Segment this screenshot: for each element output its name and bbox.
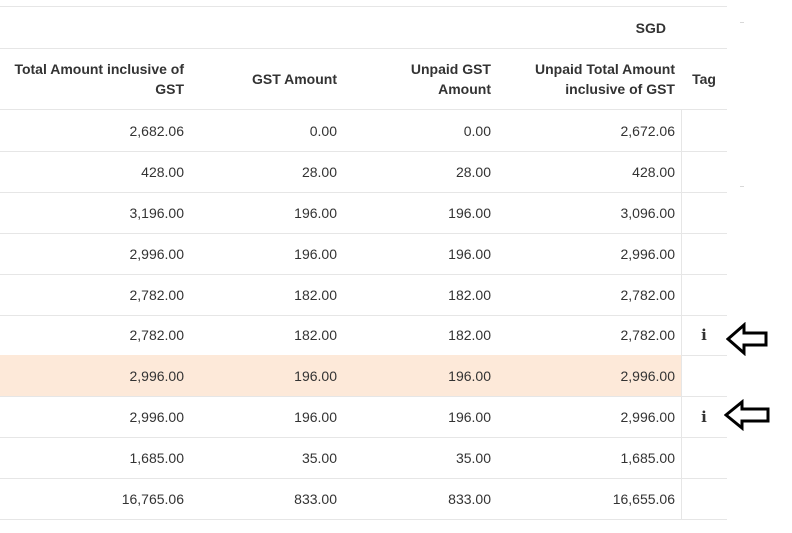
- gst-amount-cell: 196.00: [294, 408, 337, 425]
- table-row[interactable]: 3,196.00 196.00 196.00 3,096.00: [0, 192, 727, 234]
- tag-cell-row: [681, 355, 727, 397]
- unpaid-gst-cell: 196.00: [448, 245, 491, 262]
- table-row[interactable]: 2,682.06 0.00 0.00 2,672.06: [0, 110, 727, 152]
- info-icon[interactable]: i: [701, 407, 707, 426]
- unpaid-gst-cell: 28.00: [455, 163, 491, 180]
- unpaid-gst-cell: 196.00: [448, 204, 491, 221]
- unpaid-gst-cell: 196.00: [448, 367, 491, 384]
- unpaid-total-cell: 2,672.06: [620, 122, 676, 139]
- gst-amount-cell: 35.00: [301, 449, 337, 466]
- scroll-tick: [740, 186, 744, 187]
- total-amount-cell: 428.00: [141, 163, 184, 180]
- gst-amount-cell: 28.00: [301, 163, 337, 180]
- header-unpaid-gst-cell: Unpaid GST Amount: [337, 48, 491, 109]
- info-icon[interactable]: i: [701, 325, 707, 344]
- table-row[interactable]: 2,782.00 182.00 182.00 2,782.00: [0, 274, 727, 316]
- unpaid-total-cell: 1,685.00: [620, 449, 676, 466]
- unpaid-total-cell: 2,996.00: [620, 245, 676, 262]
- unpaid-total-cell: 2,782.00: [620, 326, 676, 343]
- unpaid-gst-cell: 35.00: [455, 449, 491, 466]
- header-unpaid-total-cell: Unpaid Total Amount inclusive of GST: [491, 48, 675, 109]
- unpaid-total-sum: 16,655.06: [612, 490, 675, 507]
- table-row-highlighted[interactable]: 2,996.00 196.00 196.00 2,996.00: [0, 355, 681, 397]
- unpaid-gst-cell: 196.00: [448, 408, 491, 425]
- unpaid-total-cell: 3,096.00: [620, 204, 676, 221]
- total-amount-cell: 3,196.00: [129, 204, 185, 221]
- totals-row: 16,765.06 833.00 833.00 16,655.06: [0, 478, 727, 520]
- unpaid-total-cell: 2,782.00: [620, 286, 676, 303]
- table-row[interactable]: 2,782.00 182.00 182.00 2,782.00 i: [0, 314, 727, 356]
- left-arrow-annotation: [726, 322, 768, 356]
- gst-amount-cell: 0.00: [309, 122, 337, 139]
- unpaid-gst-cell: 182.00: [448, 286, 491, 303]
- gst-amount-sum: 833.00: [294, 490, 337, 507]
- unpaid-total-cell: 2,996.00: [620, 408, 676, 425]
- header-total-amount: Total Amount inclusive of GST: [14, 60, 184, 97]
- currency-row: SGD: [0, 6, 727, 49]
- header-unpaid-total: Unpaid Total Amount inclusive of GST: [535, 60, 675, 97]
- total-amount-cell: 2,782.00: [129, 326, 185, 343]
- unpaid-total-cell: 428.00: [632, 163, 675, 180]
- header-unpaid-gst: Unpaid GST Amount: [410, 60, 491, 97]
- unpaid-gst-sum: 833.00: [448, 490, 491, 507]
- gst-amount-cell: 196.00: [294, 245, 337, 262]
- total-amount-cell: 2,682.06: [129, 122, 185, 139]
- tag-cell: i: [681, 314, 727, 355]
- scroll-tick: [740, 22, 744, 23]
- header-total-amount-cell: Total Amount inclusive of GST: [0, 48, 184, 109]
- unpaid-total-cell: 2,996.00: [620, 367, 676, 384]
- header-gst-amount-cell: GST Amount: [184, 48, 337, 109]
- left-arrow-annotation: [724, 399, 770, 431]
- total-amount-cell: 2,782.00: [129, 286, 185, 303]
- table-row[interactable]: 2,996.00 196.00 196.00 2,996.00: [0, 233, 727, 275]
- column-header-row: Total Amount inclusive of GST GST Amount…: [0, 48, 727, 110]
- header-gst-amount: GST Amount: [251, 70, 337, 87]
- table-row[interactable]: 428.00 28.00 28.00 428.00: [0, 151, 727, 193]
- table-row[interactable]: 2,996.00 196.00 196.00 2,996.00 i: [0, 396, 727, 438]
- gst-amount-cell: 196.00: [294, 367, 337, 384]
- gst-amount-cell: 182.00: [294, 326, 337, 343]
- unpaid-gst-cell: 0.00: [463, 122, 491, 139]
- total-amount-cell: 2,996.00: [129, 408, 185, 425]
- total-amount-cell: 1,685.00: [129, 449, 185, 466]
- total-amount-cell: 2,996.00: [129, 245, 185, 262]
- currency-label: SGD: [635, 19, 666, 36]
- gst-amount-cell: 182.00: [294, 286, 337, 303]
- gst-amount-cell: 196.00: [294, 204, 337, 221]
- tag-column-divider: [681, 110, 682, 519]
- unpaid-gst-cell: 182.00: [448, 326, 491, 343]
- header-tag-cell: Tag: [681, 48, 727, 109]
- total-amount-cell: 2,996.00: [129, 367, 185, 384]
- table-row[interactable]: 1,685.00 35.00 35.00 1,685.00: [0, 437, 727, 479]
- tag-cell: i: [681, 396, 727, 437]
- total-amount-sum: 16,765.06: [121, 490, 184, 507]
- header-tag: Tag: [692, 70, 716, 87]
